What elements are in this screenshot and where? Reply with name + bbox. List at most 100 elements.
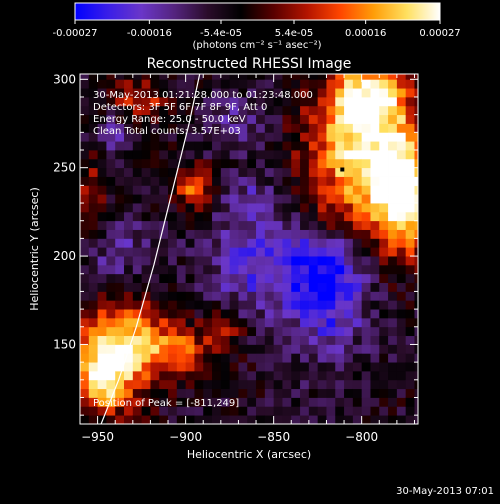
heatmap-cell — [80, 96, 90, 107]
heatmap-cell — [273, 300, 283, 310]
heatmap-cell — [264, 326, 275, 337]
heatmap-cell — [396, 264, 407, 275]
heatmap-cell — [97, 247, 107, 257]
heatmap-cell — [396, 88, 407, 98]
heatmap-cell — [132, 74, 143, 80]
heatmap-cell — [414, 185, 418, 195]
heatmap-cell — [361, 167, 371, 177]
heatmap-cell — [185, 229, 195, 239]
heatmap-cell — [361, 388, 371, 398]
y-tick-label: 250 — [53, 161, 76, 175]
heatmap-cell — [124, 362, 134, 372]
heatmap-cell — [88, 406, 98, 416]
heatmap-cell — [238, 211, 248, 222]
heatmap-cell — [352, 317, 363, 328]
heatmap-cell — [361, 158, 371, 169]
heatmap-cell — [273, 185, 283, 195]
heatmap-cell — [282, 211, 292, 222]
heatmap-cell — [291, 397, 301, 407]
heatmap-cell — [150, 167, 160, 177]
heatmap-cell — [344, 203, 354, 213]
heatmap-cell — [176, 353, 187, 363]
heatmap-cell — [344, 176, 354, 186]
heatmap-cell — [220, 132, 231, 142]
heatmap-cell — [282, 273, 292, 283]
heatmap-cell — [335, 335, 345, 345]
heatmap-cell — [326, 370, 336, 381]
heatmap-cell — [106, 397, 116, 407]
heatmap-cell — [115, 150, 125, 160]
heatmap-cell — [132, 79, 143, 89]
heatmap-cell — [405, 194, 415, 204]
heatmap-cell — [414, 141, 418, 151]
heatmap-cell — [132, 397, 143, 407]
heatmap-cell — [97, 264, 107, 275]
heatmap-cell — [361, 344, 371, 354]
annotation-energy: Energy Range: 25.0 - 50.0 keV — [93, 114, 246, 125]
heatmap-cell — [132, 282, 143, 292]
heatmap-cell — [335, 317, 345, 328]
heatmap-cell — [326, 362, 336, 372]
heatmap-cell — [106, 74, 116, 80]
heatmap-cell — [106, 123, 116, 133]
heatmap-cell — [326, 406, 336, 416]
heatmap-cell — [335, 74, 345, 80]
heatmap-cell — [106, 158, 116, 169]
heatmap-cell — [238, 141, 248, 151]
heatmap-cell — [300, 229, 310, 239]
heatmap-cell — [176, 282, 187, 292]
heatmap-cell — [220, 114, 231, 124]
heatmap-cell — [229, 132, 239, 142]
heatmap-cell — [106, 247, 116, 257]
heatmap-cell — [212, 185, 222, 195]
heatmap-cell — [124, 300, 134, 310]
heatmap-cell — [264, 194, 275, 204]
heatmap-cell — [88, 203, 98, 213]
heatmap-cell — [273, 344, 283, 354]
heatmap-cell — [124, 114, 134, 124]
heatmap-cell — [88, 88, 98, 98]
heatmap-cell — [308, 379, 319, 390]
heatmap-cell — [379, 370, 389, 381]
heatmap-cell — [132, 335, 143, 345]
heatmap-cell — [247, 229, 257, 239]
heatmap-cell — [405, 167, 415, 177]
heatmap-cell — [159, 317, 169, 328]
heatmap-cell — [212, 273, 222, 283]
heatmap-cell — [300, 362, 310, 372]
heatmap-cell — [361, 238, 371, 248]
heatmap-cell — [229, 79, 239, 89]
heatmap-cell — [168, 220, 178, 230]
heatmap-cell — [115, 158, 125, 169]
heatmap-cell — [291, 300, 301, 310]
heatmap-cell — [141, 105, 151, 116]
heatmap-cell — [194, 220, 204, 230]
heatmap-cell — [396, 96, 407, 107]
heatmap-cell — [229, 379, 239, 390]
heatmap-cell — [168, 370, 178, 381]
heatmap-cell — [194, 88, 204, 98]
heatmap-cell — [396, 362, 407, 372]
heatmap-cell — [220, 88, 231, 98]
heatmap-cell — [229, 317, 239, 328]
heatmap-cell — [185, 309, 195, 319]
heatmap-cell — [264, 96, 275, 107]
heatmap-cell — [141, 114, 151, 124]
heatmap-cell — [308, 300, 319, 310]
heatmap-cell — [212, 379, 222, 390]
heatmap-cell — [256, 150, 266, 160]
heatmap-cell — [344, 132, 354, 142]
heatmap-cell — [97, 388, 107, 398]
heatmap-cell — [256, 88, 266, 98]
heatmap-cell — [141, 264, 151, 275]
heatmap-cell — [326, 291, 336, 301]
heatmap-cell — [168, 264, 178, 275]
heatmap-cell — [203, 264, 213, 275]
heatmap-cell — [405, 335, 415, 345]
heatmap-cell — [141, 353, 151, 363]
heatmap-cell — [388, 264, 398, 275]
heatmap-cell — [388, 247, 398, 257]
heatmap-cell — [361, 211, 371, 222]
heatmap-cell — [379, 194, 389, 204]
heatmap-cell — [344, 229, 354, 239]
